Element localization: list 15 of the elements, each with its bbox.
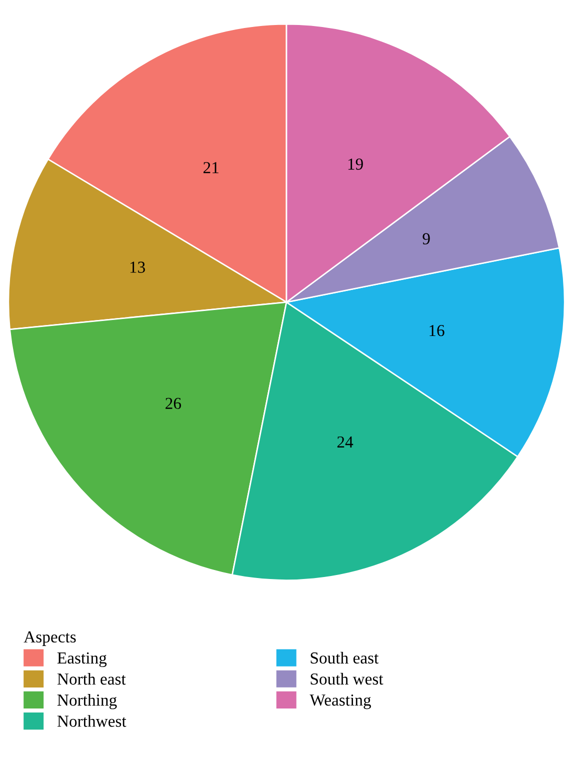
data-label: 24 [337,436,354,448]
data-label: 9 [422,233,430,244]
legend-label: South west [310,672,384,685]
data-label: 16 [430,324,444,336]
legend-label: Easting [57,652,107,668]
legend-label: Northing [57,694,117,710]
legend-label: South east [310,652,379,664]
data-label: 26 [166,398,182,410]
legend-label: Weasting [310,694,371,710]
data-label: 13 [130,262,145,273]
legend-label: Northwest [57,715,126,727]
legend-title: Aspects [24,631,76,646]
legend-label: North east [57,672,126,685]
data-label: 21 [204,162,218,174]
data-label: 19 [348,158,363,170]
